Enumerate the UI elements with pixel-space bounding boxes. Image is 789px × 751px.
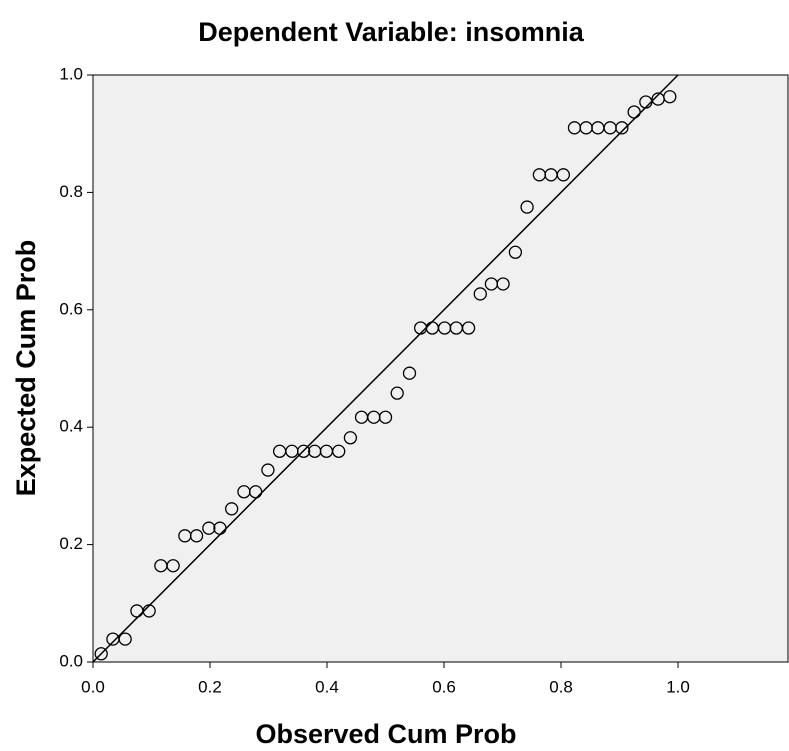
point: [508, 245, 523, 259]
point: [261, 463, 275, 477]
x-tick-label: 0.6: [432, 677, 456, 696]
point: [496, 277, 510, 291]
point: [142, 604, 156, 618]
x-tick-label: 0.2: [198, 677, 222, 696]
x-tick-label: 0.8: [549, 677, 573, 696]
reference-line: [92, 74, 679, 663]
point: [343, 431, 358, 445]
x-tick-label: 1.0: [666, 677, 690, 696]
x-tick-label: 0.4: [315, 677, 339, 696]
x-axis-label: Observed Cum Prob: [255, 719, 516, 749]
point: [224, 502, 239, 516]
point: [248, 485, 263, 499]
point: [166, 559, 180, 573]
point: [615, 121, 629, 135]
y-axis-label: Expected Cum Prob: [11, 240, 41, 497]
point: [639, 95, 653, 109]
point: [296, 444, 311, 458]
chart-title: Dependent Variable: insomnia: [198, 17, 585, 47]
y-tick-label: 1.0: [59, 64, 83, 83]
point: [520, 200, 534, 214]
point: [390, 386, 404, 400]
point: [461, 321, 476, 335]
point: [189, 529, 204, 543]
point: [627, 105, 641, 119]
y-tick-label: 0.0: [59, 651, 83, 670]
point: [118, 632, 132, 646]
y-tick-label: 0.2: [59, 534, 83, 553]
point: [213, 521, 227, 535]
point: [378, 410, 393, 424]
plot-area: [92, 74, 789, 663]
y-tick-label: 0.8: [59, 182, 83, 201]
y-tick-label: 0.6: [59, 299, 83, 318]
point: [473, 287, 487, 301]
point: [663, 90, 677, 104]
y-tick-label: 0.4: [59, 417, 83, 436]
point: [556, 168, 571, 182]
point: [402, 366, 417, 380]
point: [332, 444, 346, 458]
x-tick-label: 0.0: [81, 677, 105, 696]
point: [202, 521, 216, 535]
point: [94, 647, 108, 661]
